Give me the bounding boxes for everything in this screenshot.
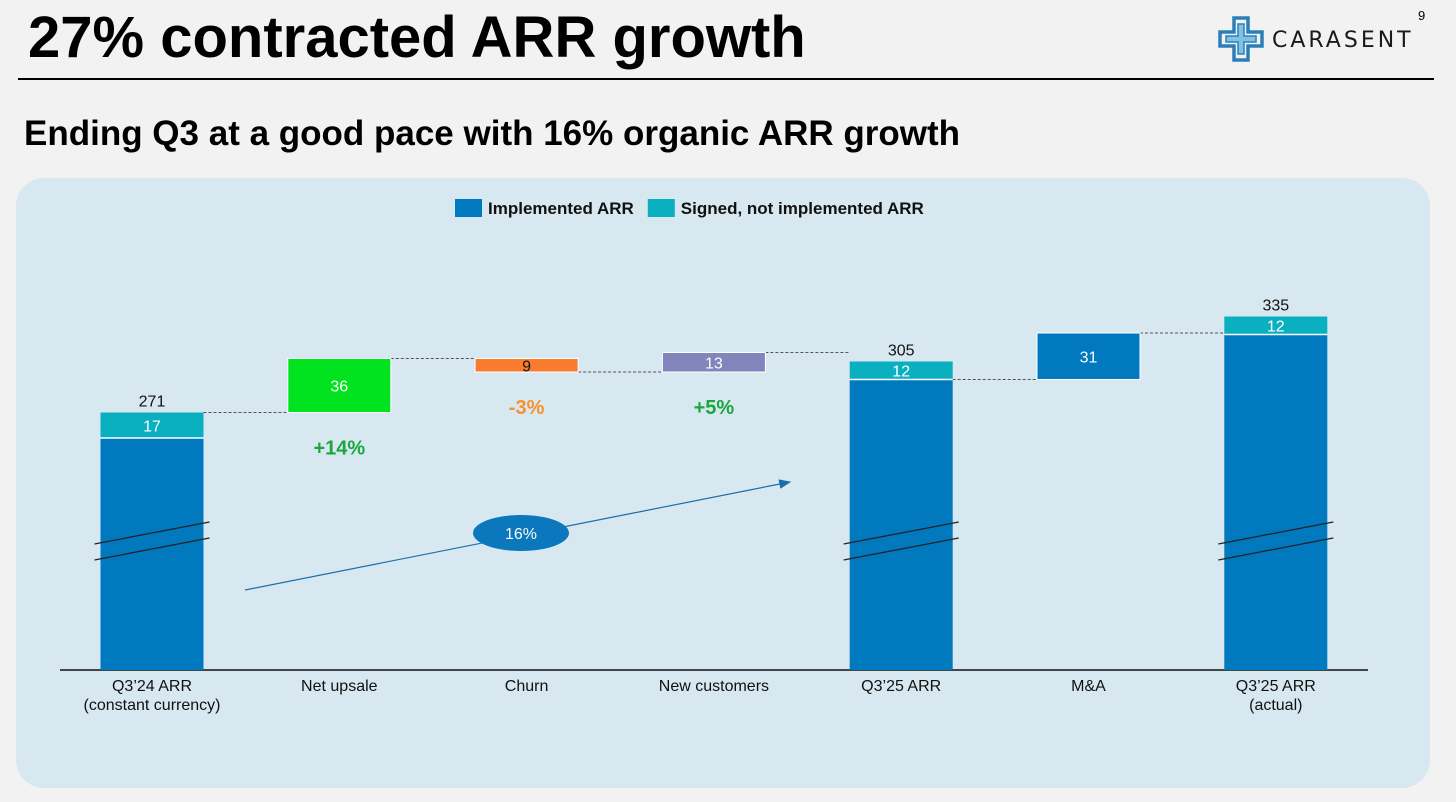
- total-label-1: 271: [139, 394, 166, 411]
- axis-break-mark-b-1: [94, 537, 210, 561]
- growth-pct-2: +14%: [313, 438, 365, 460]
- category-label-7-line1: Q3’25 ARR: [1236, 678, 1316, 695]
- growth-pct-4: +5%: [694, 397, 735, 419]
- signed-label-1: 17: [143, 418, 161, 435]
- bar-value-label-4: 13: [705, 355, 723, 372]
- category-label-6: M&A: [1071, 678, 1106, 695]
- category-label-3: Churn: [505, 678, 549, 695]
- legend-label-2: Signed, not implemented ARR: [681, 199, 924, 218]
- bar-implemented-5: [849, 379, 953, 670]
- chart-panel: [16, 178, 1430, 788]
- category-label-1-line2: (constant currency): [84, 697, 221, 714]
- bar-value-label-2: 36: [330, 379, 348, 396]
- bar-3: [474, 358, 579, 373]
- axis-break-mark-b-5: [843, 537, 959, 561]
- category-label-2: Net upsale: [301, 678, 378, 695]
- signed-label-7: 12: [1267, 319, 1285, 336]
- growth-pct-3: -3%: [509, 397, 545, 419]
- axis-break-mark-b-7: [1218, 537, 1334, 561]
- bar-6: [1036, 332, 1141, 380]
- axis-break-mark-a-1: [94, 521, 210, 545]
- category-label-4: New customers: [659, 678, 769, 695]
- category-label-1-line1: Q3’24 ARR: [112, 678, 192, 695]
- bar-signed-7: [1224, 316, 1328, 335]
- axis-break-mark-a-7: [1218, 521, 1334, 545]
- bar-signed-5: [849, 361, 953, 380]
- total-label-5: 305: [888, 343, 915, 360]
- signed-label-5: 12: [892, 364, 910, 381]
- legend-swatch-1: [455, 199, 482, 217]
- company-logo: CARASENT: [1216, 14, 1436, 68]
- page-title: 27% contracted ARR growth: [28, 5, 806, 70]
- bar-implemented-1: [100, 438, 204, 670]
- page-number: 9: [1418, 8, 1426, 23]
- logo-cross-icon: [1218, 16, 1264, 62]
- legend-swatch-2: [647, 199, 675, 217]
- category-label-7-line2: (actual): [1249, 697, 1302, 714]
- bar-signed-1: [100, 412, 204, 438]
- growth-annotation-label: 16%: [505, 526, 537, 543]
- bar-4: [661, 352, 766, 373]
- legend-label-1: Implemented ARR: [488, 199, 634, 218]
- logo-text: CARASENT: [1272, 28, 1414, 53]
- title-divider: [18, 78, 1434, 80]
- bar-implemented-7: [1224, 334, 1328, 670]
- category-label-5: Q3’25 ARR: [861, 678, 941, 695]
- growth-oval: [473, 515, 569, 551]
- bar-2: [287, 358, 392, 413]
- bar-value-label-6: 31: [1080, 349, 1098, 366]
- bar-value-label-3: 9: [522, 358, 531, 375]
- axis-break-mark-a-5: [843, 521, 959, 545]
- chart-subtitle: Ending Q3 at a good pace with 16% organi…: [24, 114, 961, 153]
- total-label-7: 335: [1262, 298, 1289, 315]
